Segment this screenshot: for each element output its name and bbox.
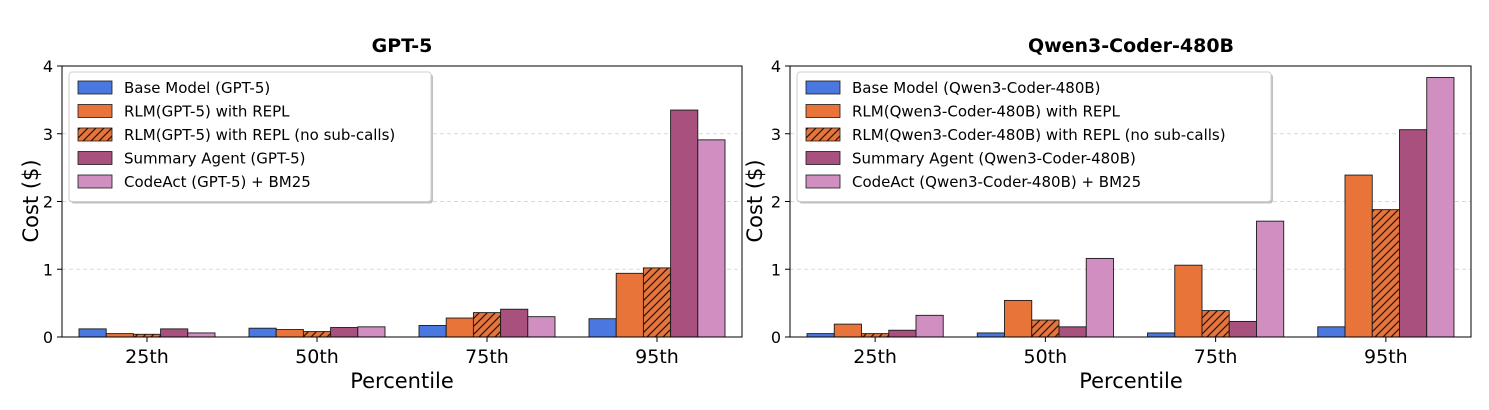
plot-area: 0 1 2 3 4 25th 50th 75th 95th Base Model (Qwen3-C…: [771, 57, 1472, 368]
legend-label: CodeAct (Qwen3-Coder-480B) + BM25: [852, 173, 1141, 191]
y-tick-label: 2: [43, 193, 53, 212]
y-axis-label: Cost ($): [743, 159, 767, 242]
bar: [1256, 220, 1285, 338]
legend-swatch: [805, 174, 841, 189]
y-tick-label: 1: [43, 260, 53, 279]
bar: [1426, 77, 1455, 338]
legend-label: RLM(Qwen3-Coder-480B) with REPL (no sub-…: [852, 126, 1226, 144]
x-tick-label: 25th: [853, 346, 897, 368]
bar: [888, 329, 917, 338]
legend-swatch: [805, 80, 841, 95]
y-tick-label: 0: [43, 328, 53, 347]
legend-swatch: [77, 151, 113, 165]
chart-title: Qwen3-Coder-480B: [1028, 35, 1234, 57]
bar: [330, 327, 359, 338]
y-tick-label: 0: [771, 328, 781, 347]
x-axis-label: Percentile: [350, 369, 454, 393]
legend-box: [68, 71, 432, 202]
y-tick-label: 4: [771, 57, 781, 76]
y-tick-label: 2: [771, 193, 781, 212]
bar: [445, 317, 474, 338]
x-tick-label: 95th: [635, 346, 679, 368]
legend-label: RLM(Qwen3-Coder-480B) with REPL: [852, 103, 1120, 121]
bar: [1004, 299, 1033, 338]
x-tick-label: 75th: [1194, 346, 1238, 368]
y-tick-label: 3: [771, 125, 781, 144]
bar-hatch: [1202, 310, 1230, 337]
bar: [527, 316, 556, 338]
legend-label: Base Model (Qwen3-Coder-480B): [852, 79, 1101, 97]
bar: [806, 333, 835, 338]
legend-swatch: [77, 104, 113, 118]
legend-swatch-hatch: [806, 128, 840, 141]
bar: [500, 308, 529, 338]
bar-hatch: [1031, 320, 1059, 337]
bar: [615, 272, 644, 338]
legend-label: CodeAct (GPT-5) + BM25: [124, 173, 311, 191]
legend-swatch-hatch: [78, 128, 112, 141]
bar: [588, 318, 617, 338]
x-tick-label: 75th: [465, 346, 509, 368]
legend-label: RLM(GPT-5) with REPL: [124, 103, 290, 121]
legend-label: Summary Agent (Qwen3-Coder-480B): [852, 150, 1136, 168]
x-axis-label: Percentile: [1079, 369, 1183, 393]
bar: [105, 333, 134, 338]
bar: [697, 139, 726, 338]
bar: [78, 328, 107, 338]
x-tick-label: 50th: [295, 346, 339, 368]
bar-hatch: [1372, 209, 1400, 337]
bar: [357, 326, 386, 338]
bar: [1399, 129, 1428, 338]
bar: [1174, 264, 1203, 338]
legend-swatch: [805, 104, 841, 118]
bar: [160, 328, 189, 338]
chart-right: Qwen3-Coder-480B Cost ($) Percentile 0 1 2…: [743, 35, 1472, 393]
y-axis-label: Cost ($): [19, 159, 43, 242]
bar-hatch: [303, 331, 331, 337]
bar: [248, 327, 277, 338]
y-tick-label: 3: [43, 125, 53, 144]
bar: [1317, 326, 1346, 338]
axes-frame: [789, 65, 1472, 338]
bar: [976, 332, 1005, 338]
legend-label: Summary Agent (GPT-5): [124, 150, 306, 168]
bar-hatch: [861, 333, 889, 337]
legend-swatch: [77, 80, 113, 95]
bar: [1344, 174, 1373, 338]
x-tick-label: 25th: [125, 346, 169, 368]
chart-left: GPT-5 Cost ($) Percentile 0 1 2 3 4 25th 50th 7…: [19, 35, 743, 393]
bar: [187, 332, 216, 338]
bar: [1228, 320, 1257, 338]
x-tick-label: 50th: [1024, 346, 1068, 368]
bar-hatch: [133, 334, 161, 337]
axes-frame: [61, 65, 743, 338]
bar-hatch: [643, 267, 671, 337]
bar: [1058, 326, 1087, 338]
bar: [915, 314, 944, 338]
legend-box: [796, 71, 1272, 202]
bar: [275, 329, 304, 338]
chart-title: GPT-5: [372, 35, 433, 57]
x-tick-label: 95th: [1364, 346, 1408, 368]
plot-area: 0 1 2 3 4 25th 50th 75th 95th Base Model (GPT-5) R…: [43, 57, 743, 368]
bar-hatch: [473, 312, 501, 337]
bar: [1085, 257, 1114, 338]
legend-swatch: [805, 151, 841, 165]
bar: [670, 109, 699, 338]
bar: [833, 323, 862, 338]
legend-label: RLM(GPT-5) with REPL (no sub-calls): [124, 126, 395, 144]
y-tick-label: 1: [771, 260, 781, 279]
bar: [418, 325, 447, 338]
y-tick-label: 4: [43, 57, 53, 76]
legend-swatch: [77, 174, 113, 189]
legend-label: Base Model (GPT-5): [124, 79, 270, 97]
bar: [1147, 332, 1176, 338]
